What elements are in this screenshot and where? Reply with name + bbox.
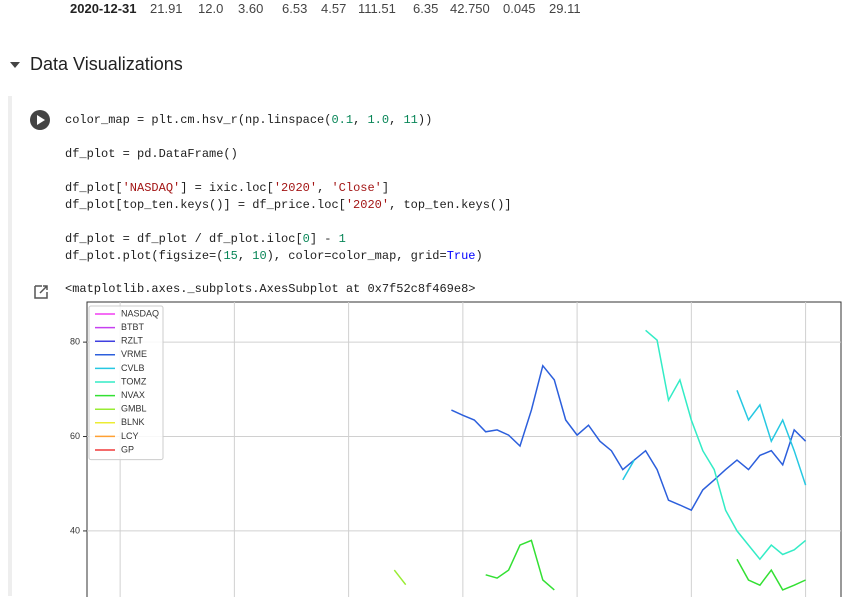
series-line <box>622 390 807 486</box>
series-line <box>645 329 807 561</box>
code-line: df_plot[top_ten.keys()] = df_price.loc['… <box>65 198 512 212</box>
row-cell: 111.51 <box>358 1 396 16</box>
cell-output: <matplotlib.axes._subplots.AxesSubplot a… <box>65 282 476 296</box>
row-cell: 12.0 <box>198 1 224 16</box>
plot-frame <box>86 301 842 597</box>
row-cell: 42.750 <box>450 1 490 16</box>
code-line: df_plot.plot(figsize=(15, 10), color=col… <box>65 249 483 263</box>
y-tick-label: 60 <box>70 431 80 441</box>
code-line: df_plot = df_plot / df_plot.iloc[0] - 1 <box>65 232 346 246</box>
legend-label: GMBL <box>121 404 147 414</box>
collapse-arrow[interactable] <box>8 58 22 72</box>
y-tick-label: 80 <box>70 336 80 346</box>
series-line <box>485 539 806 591</box>
y-tick-label: 40 <box>70 525 80 535</box>
row-cell: 29.11 <box>549 1 581 16</box>
legend-label: NASDAQ <box>121 308 159 318</box>
legend-label: NVAX <box>121 390 145 400</box>
legend-label: CVLB <box>121 363 145 373</box>
cell-gutter <box>8 96 12 596</box>
code-line: color_map = plt.cm.hsv_r(np.linspace(0.1… <box>65 113 433 127</box>
row-cell: 21.91 <box>150 1 183 16</box>
series-line <box>393 569 407 586</box>
run-button[interactable] <box>30 110 50 130</box>
legend-label: TOMZ <box>121 376 147 386</box>
section-title: Data Visualizations <box>30 54 183 74</box>
row-cell: 6.53 <box>282 1 308 16</box>
legend-label: BLNK <box>121 417 145 427</box>
legend-label: VRME <box>121 349 147 359</box>
legend-box <box>88 305 164 461</box>
row-date: 2020-12-31 <box>70 1 137 16</box>
legend-label: BTBT <box>121 322 145 332</box>
series-line <box>451 364 807 512</box>
legend-label: LCY <box>121 431 139 441</box>
code-line: df_plot = pd.DataFrame() <box>65 147 238 161</box>
legend-label: RZLT <box>121 336 143 346</box>
row-cell: 3.60 <box>238 1 264 16</box>
row-cell: 6.35 <box>413 1 439 16</box>
legend-label: GP <box>121 444 134 454</box>
output-icon <box>34 285 48 299</box>
row-cell: 0.045 <box>503 1 536 16</box>
code-line: df_plot['NASDAQ'] = ixic.loc['2020', 'Cl… <box>65 181 390 195</box>
row-cell: 4.57 <box>321 1 347 16</box>
